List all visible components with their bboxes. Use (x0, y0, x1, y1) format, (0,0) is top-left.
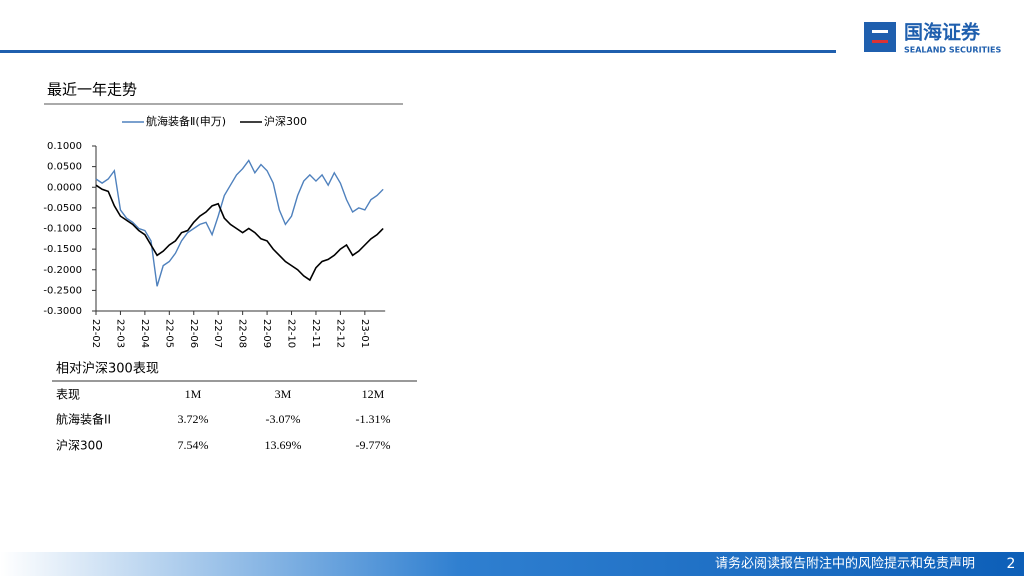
table-title: 相对沪深300表现 (56, 361, 159, 377)
x-tick-label: 22-09 (261, 319, 272, 348)
series-line (95, 159, 384, 287)
x-tick-label: 22-11 (310, 319, 321, 348)
table-cell: 13.69% (265, 438, 302, 452)
x-tick-label: 22-03 (114, 319, 125, 348)
table-header-cell: 3M (275, 387, 292, 401)
table-cell: -9.77% (356, 438, 391, 452)
table-cell: -3.07% (266, 412, 301, 426)
table-header-cell: 12M (362, 387, 385, 401)
table-cell: 航海装备II (56, 412, 111, 427)
y-tick-label: -0.2500 (43, 285, 82, 296)
y-tick-label: -0.1000 (43, 224, 82, 235)
logo-subtext: SEALAND SECURITIES (904, 46, 1001, 55)
table-cell: -1.31% (356, 412, 391, 426)
series-line (95, 184, 384, 282)
y-tick-label: -0.3000 (43, 306, 82, 317)
x-tick-label: 22-08 (237, 319, 248, 348)
section-title: 最近一年走势 (47, 81, 137, 99)
x-tick-label: 22-07 (212, 319, 223, 348)
footer-bar (0, 552, 1024, 576)
chart: 0.1000 0.0500 0.0000 -0.0500 -0.1000 -0.1500 -… (43, 114, 386, 348)
logo-icon-stripe (872, 40, 888, 43)
legend-label: 沪深300 (264, 114, 307, 128)
x-tick-label: 22-04 (139, 319, 150, 348)
table-header-cell: 1M (185, 387, 202, 401)
top-rule (0, 50, 836, 53)
footer-disclaimer: 请务必阅读报告附注中的风险提示和免责声明 (715, 556, 975, 572)
page-number: 2 (1007, 556, 1016, 572)
x-tick-label: 22-12 (334, 319, 345, 348)
y-tick-label: 0.1000 (47, 141, 82, 152)
y-tick-label: 0.0500 (47, 162, 82, 173)
y-tick-label: -0.0500 (43, 203, 82, 214)
x-tick-label: 23-01 (359, 319, 370, 348)
y-tick-label: -0.1500 (43, 244, 82, 255)
table-cell: 3.72% (178, 412, 209, 426)
table-header-cell: 表现 (56, 388, 80, 402)
logo-icon (864, 22, 896, 52)
table: 表现 1M 3M 12M 航海装备II 3.72% -3.07% -1.31% 沪深300 7.5… (56, 387, 391, 453)
x-tick-label: 22-10 (286, 319, 297, 348)
logo-icon-stripe (872, 30, 888, 33)
x-tick-label: 22-02 (90, 319, 101, 348)
table-cell: 7.54% (178, 438, 209, 452)
legend-label: 航海装备Ⅱ(申万) (146, 114, 226, 128)
logo-text: 国海证券 (904, 21, 981, 44)
y-tick-label: 0.0000 (47, 182, 82, 193)
y-tick-label: -0.2000 (43, 265, 82, 276)
x-tick-label: 22-05 (163, 319, 174, 348)
table-cell: 沪深300 (56, 439, 103, 453)
x-tick-label: 22-06 (188, 319, 199, 348)
